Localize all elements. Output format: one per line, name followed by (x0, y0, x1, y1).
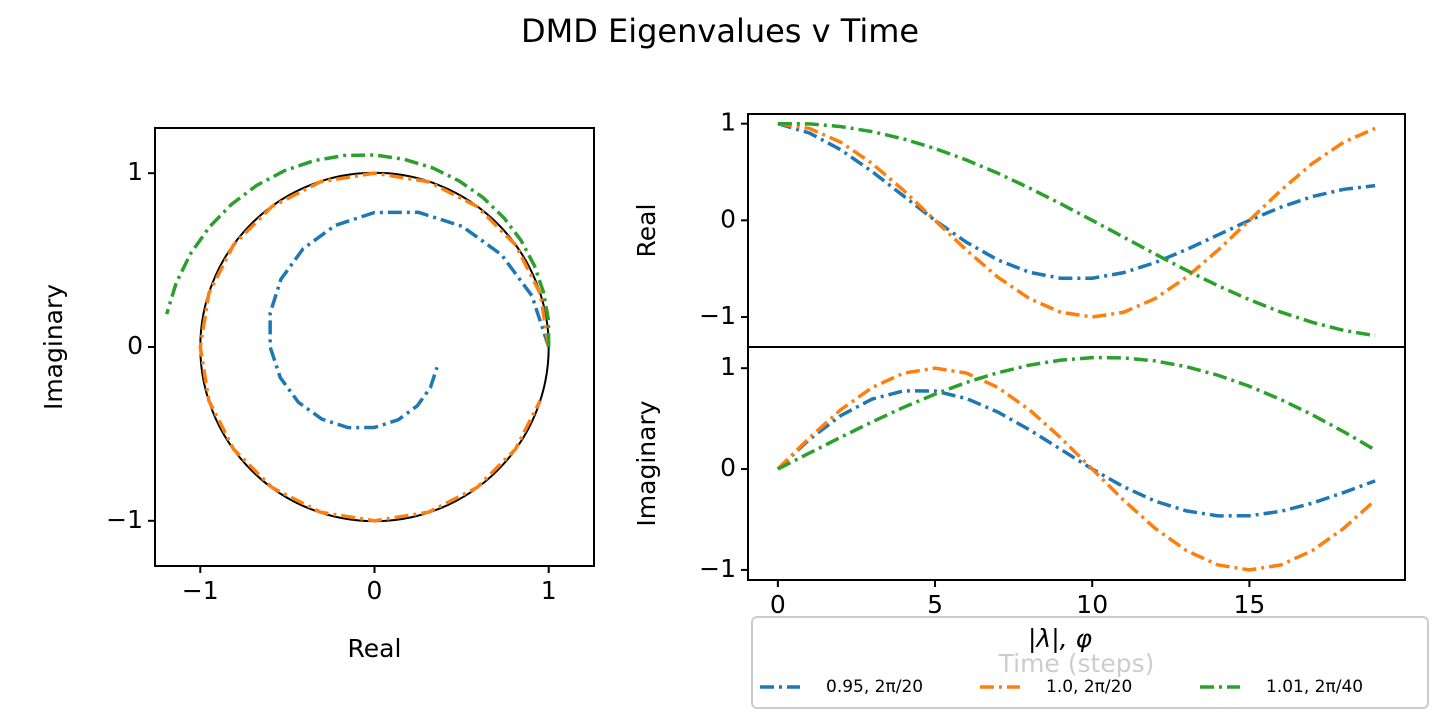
series-line (268, 210, 551, 430)
plot-area (776, 355, 1377, 572)
x-tick-label: 10 (1076, 590, 1108, 619)
x-tick-label: 15 (1233, 590, 1265, 619)
y-axis-label: Imaginary (632, 400, 661, 526)
legend-label: 0.95, 2π/20 (826, 677, 923, 697)
y-tick-label: −1 (106, 505, 143, 534)
x-tick-label: 0 (770, 590, 786, 619)
y-axis-label: Imaginary (39, 284, 68, 410)
y-tick-label: −1 (699, 301, 736, 330)
x-axis-label: Real (348, 634, 402, 663)
legend-title: |λ|, φ (1028, 624, 1093, 653)
y-tick-label: 0 (127, 331, 143, 360)
x-tick-label: 0 (367, 576, 383, 605)
series-line (164, 153, 551, 348)
y-tick-label: 1 (720, 108, 736, 137)
series-line (777, 121, 1376, 338)
x-tick-label: 1 (541, 576, 557, 605)
y-tick-label: 1 (720, 352, 736, 381)
series-line (776, 389, 1376, 518)
axes-frame (747, 346, 1406, 581)
legend-box (751, 616, 1429, 709)
plot-area (777, 121, 1376, 338)
x-tick-label: 5 (927, 590, 943, 619)
series-line (777, 121, 1376, 281)
y-tick-label: 1 (127, 157, 143, 186)
series-line (776, 366, 1377, 572)
y-tick-label: −1 (699, 554, 736, 583)
legend-label: 1.0, 2π/20 (1046, 677, 1132, 697)
series-line (777, 121, 1376, 319)
plot-area (164, 153, 551, 523)
y-axis-label: Real (632, 204, 661, 258)
x-tick-label: −1 (182, 576, 219, 605)
series-line (777, 355, 1377, 471)
legend-label: 1.01, 2π/40 (1266, 677, 1363, 697)
series-line (198, 171, 551, 523)
figure-title: DMD Eigenvalues v Time (521, 12, 919, 50)
y-tick-label: 0 (720, 453, 736, 482)
y-tick-label: 0 (720, 204, 736, 233)
